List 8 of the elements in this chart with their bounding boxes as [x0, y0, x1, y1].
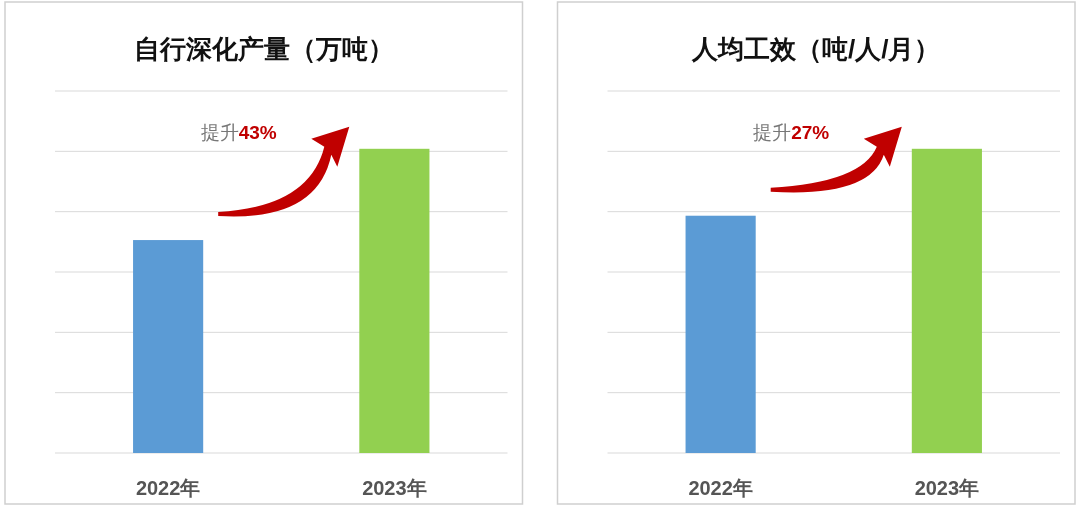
- x-tick-label: 2022年: [688, 477, 753, 499]
- x-tick-label: 2023年: [914, 477, 980, 499]
- chart-title: 自行深化产量（万吨）: [133, 34, 394, 64]
- text: 提升27%: [753, 121, 830, 143]
- chart-title: 人均工效（吨/人/月）: [691, 34, 941, 64]
- x-tick-label: 2022年: [135, 477, 201, 499]
- x-tick-label: 2023年: [362, 477, 427, 499]
- text: 提升43%: [200, 121, 277, 143]
